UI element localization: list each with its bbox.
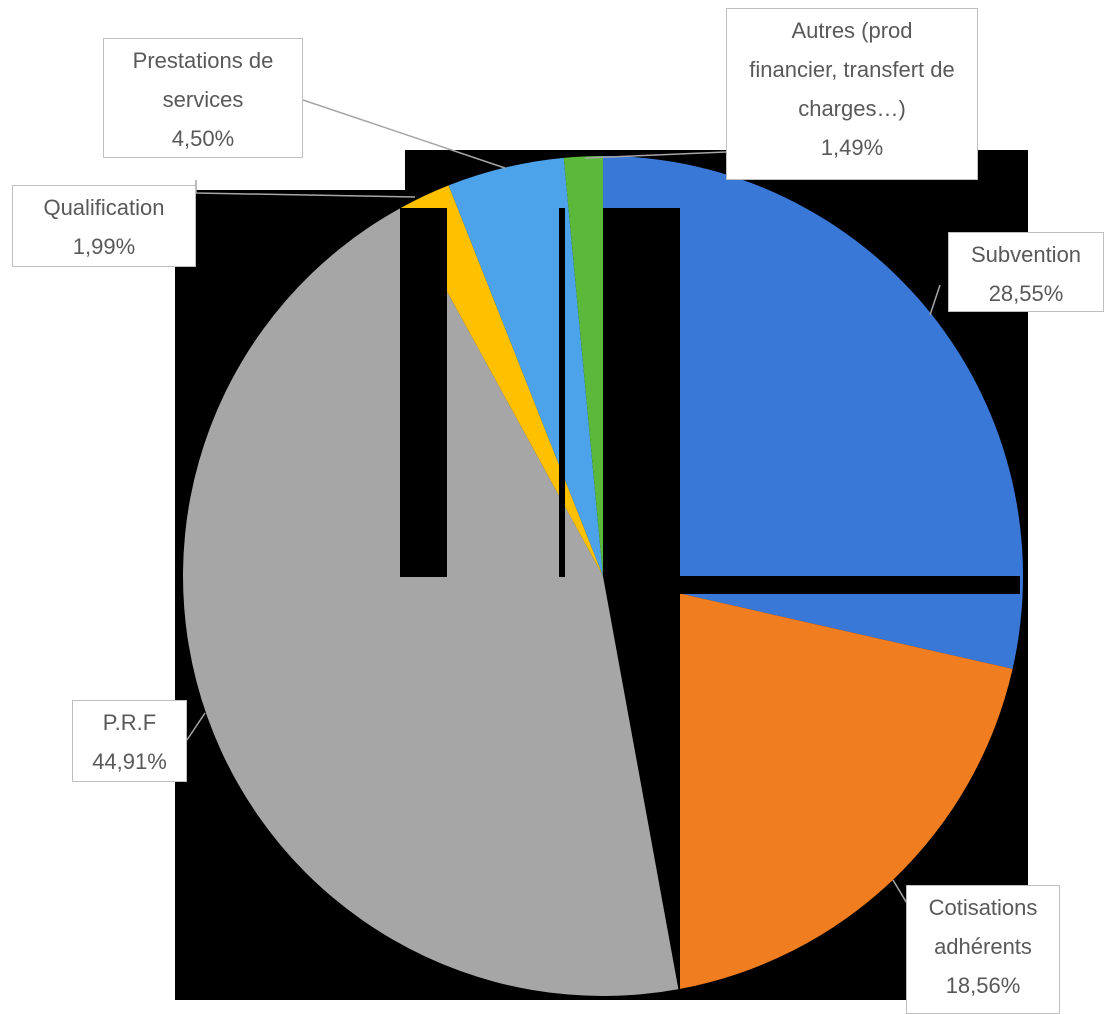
label-value: 44,91% (92, 749, 167, 774)
artifact (603, 208, 680, 577)
leader-lines (186, 99, 941, 906)
label-value: 1,99% (72, 234, 136, 259)
leader-line (302, 99, 506, 169)
label-name: Cotisations adhérents (928, 895, 1038, 959)
label-value: 28,55% (988, 281, 1064, 306)
artifact (603, 576, 680, 998)
label-value: 4,50% (171, 126, 235, 151)
label-name: P.R.F (102, 710, 157, 735)
label-value: 1,49% (820, 135, 884, 160)
label-value: 18,56% (945, 973, 1021, 998)
artifact (400, 208, 447, 577)
pie-slice (603, 576, 1013, 990)
pie-slice (401, 185, 603, 577)
data-label: Prestations de services 4,50% (103, 38, 303, 158)
pie-slice (182, 207, 679, 997)
label-name: Subvention (970, 242, 1082, 267)
leader-line (186, 712, 206, 741)
artifact (680, 576, 1020, 594)
leader-line (584, 151, 727, 159)
pie-slice (563, 156, 603, 576)
data-label: Autres (prod financier, transfert de cha… (726, 8, 978, 180)
data-label: Qualification 1,99% (12, 185, 196, 267)
artifact (559, 208, 565, 577)
data-label: Cotisations adhérents 18,56% (906, 885, 1060, 1014)
leader-line (195, 180, 416, 198)
pie-slice (603, 156, 1023, 669)
label-name: Qualification (43, 195, 165, 220)
label-name: Prestations de services (132, 48, 274, 112)
slices (182, 156, 1023, 997)
data-label: P.R.F 44,91% (72, 700, 187, 782)
overlay-artifacts (400, 208, 1020, 998)
leader-line (929, 284, 941, 316)
data-label: Subvention 28,55% (948, 232, 1104, 312)
leader-line (892, 879, 909, 906)
label-name: Autres (prod financier, transfert de cha… (749, 18, 955, 121)
